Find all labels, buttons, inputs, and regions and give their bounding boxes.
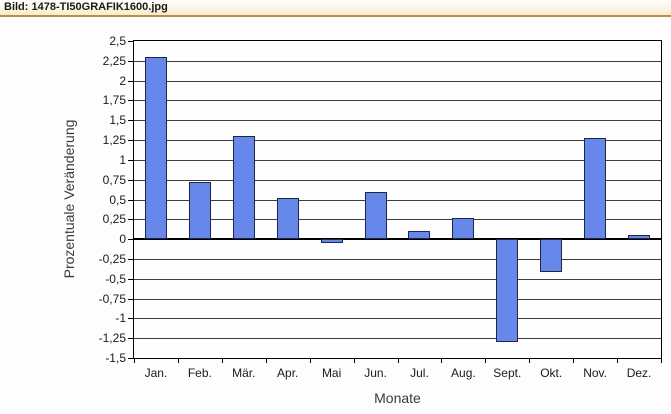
gridline [134, 60, 661, 62]
bar-mai [320, 239, 343, 244]
y-tick-label: 1,25 [102, 133, 126, 148]
y-tick-label: -0,25 [98, 251, 126, 266]
y-tick [128, 219, 133, 221]
x-tick-label: Jan. [144, 366, 168, 380]
x-tick [177, 359, 179, 363]
x-tick [134, 359, 135, 363]
y-tick [128, 318, 133, 320]
x-tick [397, 359, 399, 363]
gridline [134, 159, 661, 161]
x-tick [353, 359, 355, 363]
x-tick-label: Feb. [187, 366, 212, 380]
gridline [134, 120, 661, 122]
y-tick-label: 0 [119, 232, 126, 247]
gridline [134, 278, 661, 280]
y-tick [128, 258, 133, 260]
y-tick [128, 199, 133, 201]
y-tick-label: 1 [119, 152, 126, 167]
x-tick [529, 359, 531, 363]
y-tick [128, 80, 133, 82]
y-tick [128, 60, 133, 62]
x-tick-label: Aug. [451, 366, 476, 380]
gridline [134, 338, 661, 340]
y-tick-label: -1,25 [98, 331, 126, 346]
gridline [134, 318, 661, 320]
y-tick-label: -0,5 [105, 271, 126, 286]
y-tick-label: 1,75 [102, 93, 126, 108]
x-tick [573, 359, 575, 363]
gridline [134, 140, 661, 142]
window-title: Bild: 1478-TI50GRAFIK1600.jpg [4, 1, 168, 13]
bar-sept [496, 239, 519, 343]
x-tick [617, 359, 619, 363]
gridline [134, 258, 661, 260]
x-axis-title: Monate [374, 390, 421, 406]
y-tick [128, 239, 133, 241]
y-tick [128, 278, 133, 280]
x-tick-label: Okt. [540, 366, 563, 380]
y-tick [128, 41, 133, 42]
y-axis-title: Prozentuale Veränderung [61, 119, 77, 279]
y-tick [128, 120, 133, 122]
x-tick-label: Dez. [626, 366, 652, 380]
y-tick [128, 159, 133, 161]
y-tick-label: 0,5 [109, 192, 126, 207]
y-tick-label: -1,5 [105, 351, 126, 365]
chart-image: Prozentuale Veränderung 2,5 2,25 2 1,75 1,5 1… [0, 17, 671, 414]
y-tick-label: 2,5 [109, 34, 126, 48]
x-tick-label: Jun. [364, 366, 387, 380]
y-tick-label: 0,75 [102, 172, 126, 187]
gridline [134, 298, 661, 300]
gridline [134, 219, 661, 221]
bar-aug [452, 217, 475, 240]
x-tick-label: Mai [321, 366, 342, 380]
x-tick-label: Mär. [232, 366, 256, 380]
bar-mär [232, 136, 255, 240]
bar-nov [584, 138, 607, 240]
y-tick [128, 140, 133, 142]
x-tick [309, 359, 311, 363]
x-tick-label: Nov. [583, 366, 607, 380]
x-tick [221, 359, 223, 363]
window-titlebar: Bild: 1478-TI50GRAFIK1600.jpg [0, 0, 671, 17]
zero-line [134, 238, 661, 241]
x-tick [441, 359, 443, 363]
bar-okt [540, 239, 563, 273]
y-tick-label: 1,5 [109, 113, 126, 128]
x-tick [661, 359, 662, 363]
x-tick [485, 359, 487, 363]
bar-apr [276, 197, 299, 240]
y-tick [128, 298, 133, 300]
bar-jun [364, 191, 387, 240]
x-tick-label: Jul. [410, 366, 429, 380]
y-tick [128, 179, 133, 181]
y-tick-label: 2 [119, 73, 126, 88]
y-tick-label: -1 [115, 311, 126, 326]
bar-jan [144, 56, 167, 240]
plot-area [133, 40, 662, 359]
y-tick [128, 358, 133, 359]
gridline [134, 80, 661, 82]
x-tick-label: Sept. [493, 366, 522, 380]
bar-feb [188, 182, 211, 240]
x-tick-label: Apr. [277, 366, 299, 380]
y-tick [128, 100, 133, 102]
bar-jul [408, 231, 431, 240]
y-tick-label: 0,25 [102, 212, 126, 227]
x-tick [265, 359, 267, 363]
y-tick-label: -0,75 [98, 291, 126, 306]
gridline [134, 199, 661, 201]
bar-dez [628, 235, 651, 240]
gridline [134, 179, 661, 181]
y-tick [128, 338, 133, 340]
gridline [134, 100, 661, 102]
y-tick-label: 2,25 [102, 53, 126, 68]
